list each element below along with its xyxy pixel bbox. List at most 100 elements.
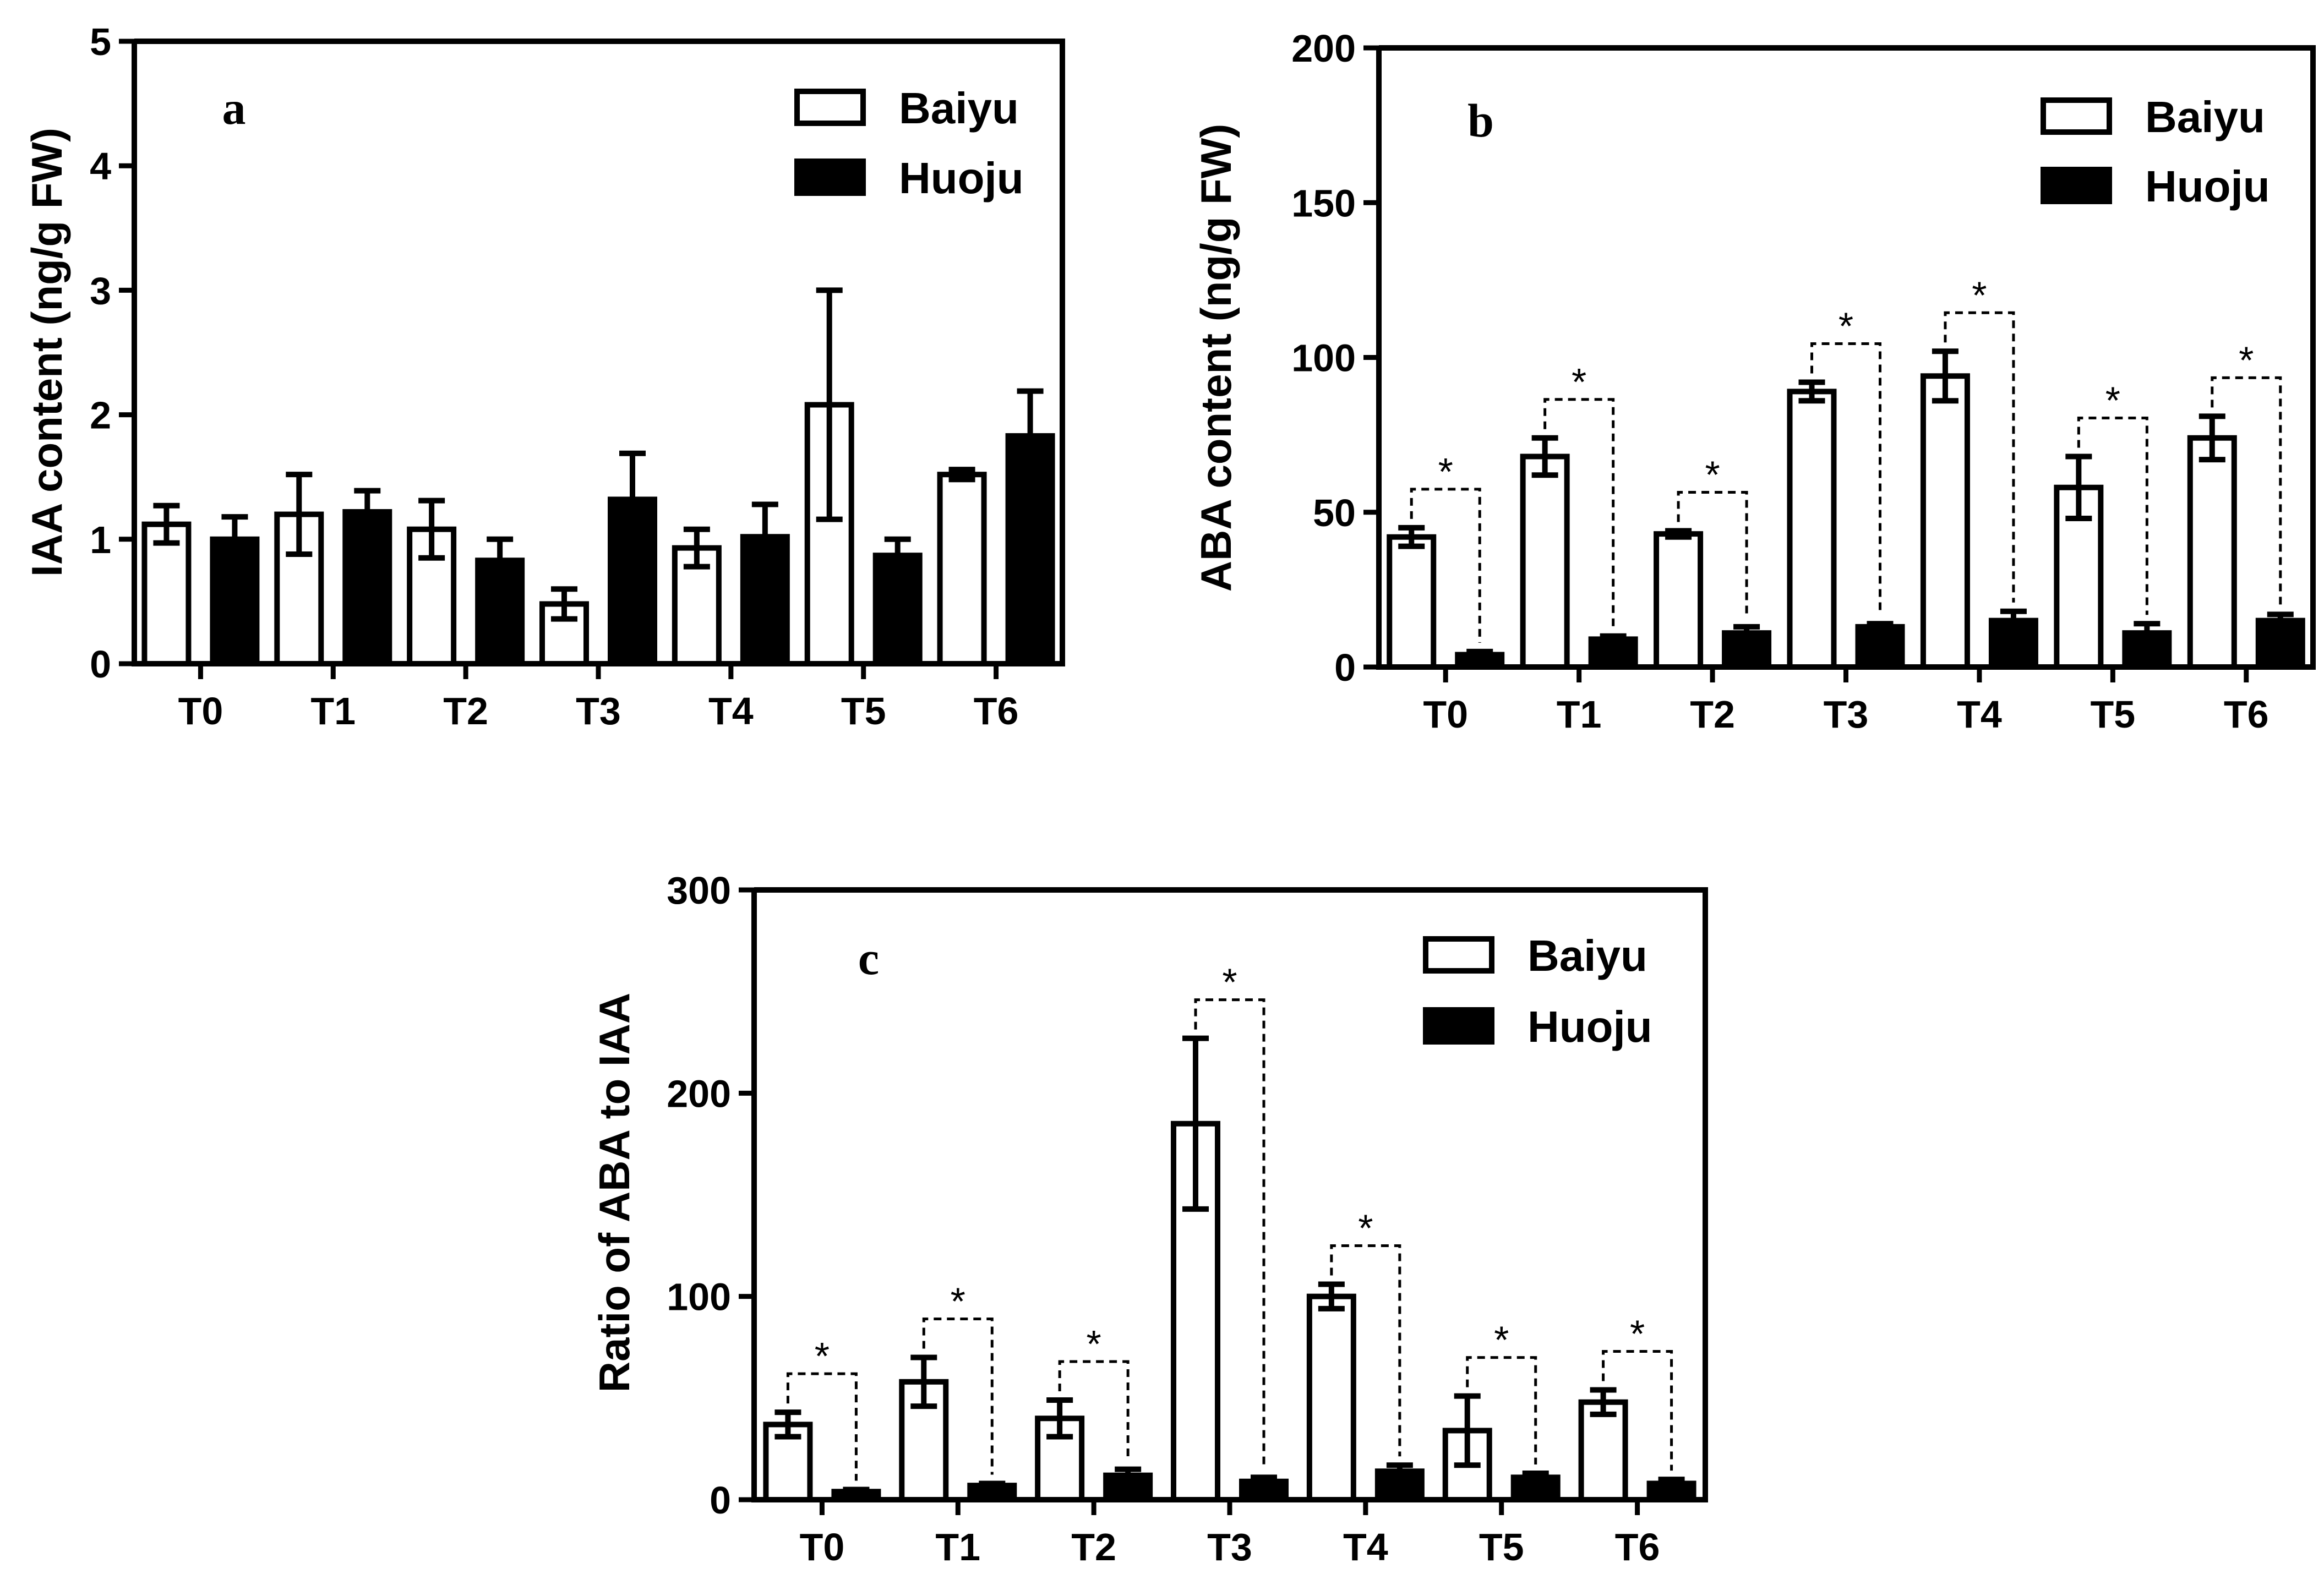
significance-bracket: [2211, 376, 2282, 606]
legend-label: Baiyu: [899, 84, 1019, 133]
y-tick-label: 50: [1313, 491, 1356, 534]
significance-bracket: [1466, 1356, 1537, 1464]
y-tick-label: 1: [90, 518, 111, 561]
significance-star: *: [1222, 961, 1237, 1004]
significance-star: *: [1087, 1322, 1101, 1365]
legend-swatch-baiyu: [1423, 936, 1494, 974]
bar-baiyu: [672, 545, 722, 666]
significance-star: *: [1494, 1319, 1509, 1362]
significance-bracket: [922, 1317, 994, 1475]
x-tick-label: T4: [1957, 693, 2002, 736]
bar-huoju: [608, 496, 657, 667]
y-tick-label: 2: [90, 394, 111, 437]
x-tick-label: T4: [1343, 1526, 1388, 1568]
bar-baiyu: [1520, 453, 1570, 670]
bar-baiyu: [1306, 1293, 1356, 1503]
bar-baiyu: [937, 472, 987, 667]
plot-frame: [1376, 45, 2316, 670]
bar-huoju: [1855, 624, 1905, 670]
x-tick-label: T0: [800, 1526, 845, 1568]
y-tick-label: 0: [1334, 646, 1356, 689]
significance-bracket: [2077, 417, 2148, 615]
significance-bracket: [1410, 488, 1481, 643]
x-tick-label: T2: [443, 690, 488, 733]
chart-panel-a: 0 1 2 3 4 5 IAA content (ng/g FW) a T0 T1 T2 T3 T4 T5…: [23, 20, 1065, 733]
x-tick-label: T2: [1071, 1526, 1116, 1568]
legend-swatch-baiyu: [794, 89, 866, 126]
chart-panel-b: 0 50 100 150 200 ABA content (ng/g FW) b T0 * T1 *…: [1192, 27, 2316, 736]
y-tick-label: 200: [1291, 27, 1356, 70]
bar-baiyu: [141, 521, 192, 666]
bar-baiyu: [539, 601, 589, 666]
x-tick-label: T1: [310, 690, 356, 733]
y-axis-title: Ratio of ABA to IAA: [590, 993, 639, 1392]
x-tick-label: T5: [841, 690, 886, 733]
legend-swatch-huoju: [1423, 1007, 1494, 1045]
legend-label: Baiyu: [2145, 92, 2265, 141]
significance-star: *: [2239, 338, 2254, 381]
chart-panel-c: 0 100 200 300 Ratio of ABA to IAA c T0 * T1 * T2 * T…: [590, 869, 1708, 1568]
y-tick-label: 300: [667, 869, 731, 912]
x-tick-label: T6: [974, 690, 1019, 733]
x-tick-label: T1: [1557, 693, 1602, 736]
panel-label: c: [858, 932, 879, 985]
significance-star: *: [1972, 274, 1987, 316]
x-tick-label: T2: [1690, 693, 1735, 736]
legend-swatch-huoju: [794, 159, 866, 196]
significance-star: *: [1572, 360, 1586, 403]
significance-star: *: [1630, 1313, 1645, 1356]
significance-bracket: [1543, 398, 1615, 627]
bar-huoju: [342, 509, 392, 666]
x-tick-label: T3: [1824, 693, 1869, 736]
significance-star: *: [2105, 379, 2120, 422]
legend-swatch-baiyu: [2041, 97, 2112, 135]
bar-baiyu: [1920, 373, 1970, 670]
legend-label: Baiyu: [1527, 931, 1647, 980]
legend-label: Huoju: [899, 154, 1024, 203]
y-tick-label: 3: [90, 269, 111, 312]
panel-label: b: [1467, 94, 1494, 147]
significance-bracket: [1810, 342, 1881, 615]
significance-bracket: [1194, 998, 1265, 1469]
y-tick-label: 200: [667, 1072, 731, 1115]
significance-bracket: [1944, 311, 2015, 603]
x-tick-label: T3: [1207, 1526, 1252, 1568]
significance-star: *: [1705, 453, 1720, 496]
y-tick-label: 0: [90, 643, 111, 686]
legend-label: Huoju: [2145, 162, 2270, 211]
y-axis-title: ABA content (ng/g FW): [1192, 124, 1240, 592]
y-tick-label: 150: [1291, 182, 1356, 225]
y-tick-label: 100: [1291, 337, 1356, 380]
significance-star: *: [1839, 305, 1853, 348]
legend-swatch-huoju: [2041, 167, 2112, 204]
plot-frame: [132, 39, 1065, 666]
x-tick-label: T0: [178, 690, 223, 733]
significance-star: *: [951, 1280, 965, 1322]
x-tick-label: T5: [1479, 1526, 1524, 1568]
significance-bracket: [1677, 491, 1748, 618]
x-tick-label: T6: [1615, 1526, 1660, 1568]
bar-baiyu: [1387, 534, 1437, 670]
significance-star: *: [1438, 450, 1453, 493]
significance-star: *: [815, 1335, 830, 1378]
panel-label: a: [222, 81, 246, 134]
bar-baiyu: [1787, 389, 1837, 670]
y-tick-label: 0: [710, 1479, 731, 1522]
bar-baiyu: [1578, 1399, 1628, 1502]
bar-huoju: [1005, 433, 1055, 667]
y-tick-label: 100: [667, 1276, 731, 1319]
x-tick-label: T1: [935, 1526, 980, 1568]
bar-baiyu: [1654, 531, 1704, 670]
y-tick-label: 4: [90, 145, 111, 188]
x-tick-label: T4: [708, 690, 754, 733]
significance-star: *: [1358, 1207, 1373, 1250]
significance-bracket: [786, 1372, 858, 1481]
y-tick-label: 5: [90, 20, 111, 63]
x-tick-label: T0: [1423, 693, 1468, 736]
bar-huoju: [872, 553, 923, 666]
x-tick-label: T5: [2091, 693, 2136, 736]
significance-bracket: [1058, 1360, 1130, 1461]
legend-label: Huoju: [1527, 1002, 1652, 1051]
significance-bracket: [1602, 1350, 1673, 1471]
